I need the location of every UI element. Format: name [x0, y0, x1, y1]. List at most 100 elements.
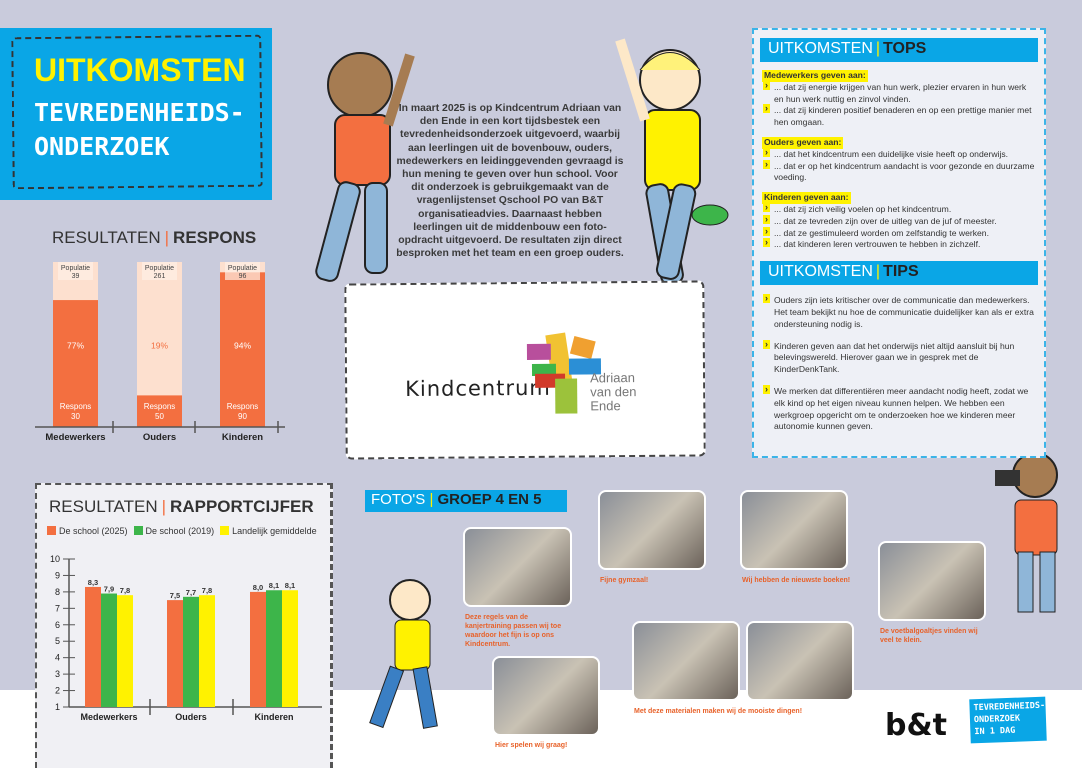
data-label: 7,8 [120, 586, 130, 595]
title-light: RESULTATEN [49, 497, 158, 516]
title-light: RESULTATEN [52, 228, 161, 247]
y-tick-label: 4 [55, 653, 60, 663]
response-bar [53, 300, 98, 427]
tops-list: Medewerkers geven aan:... dat zij energi… [754, 62, 1044, 251]
boy-camera-illustration [995, 452, 1058, 613]
list-item: ... dat kinderen leren vertrouwen te heb… [762, 238, 1036, 251]
data-label: 7,8 [202, 586, 212, 595]
category-label: Kinderen [222, 432, 263, 443]
percent-label: 94% [234, 341, 251, 351]
rapportcijfer-panel: RESULTATEN | RAPPORTCIJFER De school (2025… [35, 483, 333, 768]
photo-caption: Fijne gymzaal! [600, 577, 649, 584]
tops-group: Ouders geven aan:... dat het kindcentrum… [762, 129, 1036, 184]
data-label: 8,1 [269, 581, 279, 590]
response-value: 30 [71, 412, 80, 421]
y-tick-label: 6 [55, 620, 60, 630]
population-label-bg [225, 262, 260, 280]
outcomes-panel: UITKOMSTEN|TOPS Medewerkers geven aan:..… [752, 28, 1046, 458]
photo-caption: Wij hebben de nieuwste boeken! [742, 577, 851, 584]
girl-cartoon-illustration [615, 38, 729, 304]
tevredenheidsonderzoek-badge: TEVREDENHEIDS- ONDERZOEK IN 1 DAG [969, 696, 1047, 744]
category-label: Ouders [143, 432, 176, 443]
header-bold: GROEP 4 EN 5 [437, 491, 542, 508]
y-tick-label: 5 [55, 636, 60, 646]
bar-landelijk-gemiddelde [117, 595, 133, 707]
response-label: Respons [227, 402, 259, 411]
photo-spelen [492, 656, 600, 736]
tip-item: We merken dat differentiëren meer aandac… [762, 384, 1036, 433]
population-label-bg [58, 262, 93, 280]
tops-header: UITKOMSTEN | TOPS [760, 38, 1038, 62]
photo-gymzaal [598, 490, 706, 570]
response-value: 90 [238, 412, 247, 421]
population-value: 96 [239, 273, 247, 280]
tips-list: Ouders zijn iets kritischer over de comm… [754, 294, 1044, 433]
badge-line: IN 1 DAG [974, 725, 1016, 738]
header-separator: | [429, 491, 434, 508]
logo-school-name: Adriaan van den Ende [590, 370, 637, 414]
intro-text: In maart 2025 is op Kindcentrum Adriaan … [396, 103, 624, 260]
tops-group: Medewerkers geven aan:... dat zij energi… [762, 62, 1036, 129]
school-logo-mark-icon [526, 332, 602, 414]
percent-label: 77% [67, 341, 84, 351]
tip-item: Ouders zijn iets kritischer over de comm… [762, 294, 1036, 330]
list-item: ... dat zij energie krijgen van hun werk… [762, 80, 1036, 106]
rapportcijfer-chart: 1 2 3 4 5 6 7 8 9 10 8,3 7,9 7,8 Medewerkers 7,5 7,7 7,8… [50, 554, 322, 722]
data-label: 8,3 [88, 578, 98, 587]
legend-item: De school (2025) [47, 526, 128, 536]
legend-label: De school (2019) [145, 526, 215, 536]
title-subtitle: TEVREDENHEIDS- ONDERZOEK [34, 96, 245, 164]
bar-landelijk-gemiddelde [282, 590, 298, 707]
header-light: FOTO'S [371, 491, 426, 508]
data-label: 7,9 [104, 585, 114, 594]
photo-materialen [632, 621, 740, 701]
response-label: Respons [60, 402, 92, 411]
school-logo-card: Kindcentrum Adriaan van den Ende [344, 280, 706, 460]
list-item: ... dat er op het kindcentrum aandacht i… [762, 159, 1036, 185]
bar-de-school-2025- [167, 600, 183, 707]
respons-title: RESULTATEN | RESPONS [52, 228, 256, 248]
list-item: ... dat zij zich veilig voelen op het ki… [762, 202, 1036, 216]
data-label: 7,7 [186, 588, 196, 597]
photo-kanjertraining [463, 527, 572, 607]
group-heading: Ouders geven aan: [762, 136, 844, 149]
photo-caption: Deze regels van de kanjertraining passen… [465, 614, 562, 648]
list-item: ... dat ze tevreden zijn over de uitleg … [762, 214, 1036, 228]
y-tick-label: 1 [55, 702, 60, 712]
girl-camera-illustration [369, 579, 438, 729]
photo-caption: De voetbalgoaltjes vinden wij veel te kl… [880, 628, 978, 644]
logo-name-line: Ende [590, 398, 621, 414]
population-label-bg [142, 262, 177, 280]
legend-item: De school (2019) [133, 526, 215, 536]
tips-header: UITKOMSTEN | TIPS [760, 261, 1038, 286]
bt-logo: b&t [885, 708, 947, 743]
legend-label: De school (2025) [59, 526, 128, 536]
percent-label: 19% [151, 341, 168, 351]
photo-tablet [746, 621, 854, 701]
response-bar [137, 395, 182, 427]
title-bold: RESPONS [173, 228, 257, 247]
photo-boeken [740, 490, 848, 570]
header-bold: TOPS [883, 40, 927, 57]
title-uitkomsten: UITKOMSTEN [34, 52, 246, 88]
y-tick-label: 10 [50, 554, 60, 564]
category-label: Medewerkers [80, 712, 137, 722]
category-label: Medewerkers [45, 432, 105, 443]
category-label: Ouders [175, 712, 207, 722]
photo-voetbal [878, 541, 986, 621]
group-heading: Kinderen geven aan: [762, 192, 851, 204]
boy-cartoon-illustration [315, 52, 415, 282]
header-bold: TIPS [883, 263, 919, 281]
y-tick-label: 9 [55, 570, 60, 580]
header-light: UITKOMSTEN [768, 40, 873, 57]
population-label: Populatie [145, 265, 174, 272]
title-separator: | [164, 228, 170, 247]
list-item: ... dat het kindcentrum een duidelijke v… [762, 147, 1036, 161]
header-separator: | [875, 40, 881, 57]
bar-de-school-2019- [183, 596, 199, 707]
chart-legend: De school (2025) De school (2019) Landel… [47, 526, 317, 536]
population-value: 261 [154, 273, 166, 280]
header-light: UITKOMSTEN [768, 263, 873, 281]
title-line-3: ONDERZOEK [34, 132, 170, 161]
tip-item: Kinderen geven aan dat het onderwijs nie… [762, 339, 1036, 376]
